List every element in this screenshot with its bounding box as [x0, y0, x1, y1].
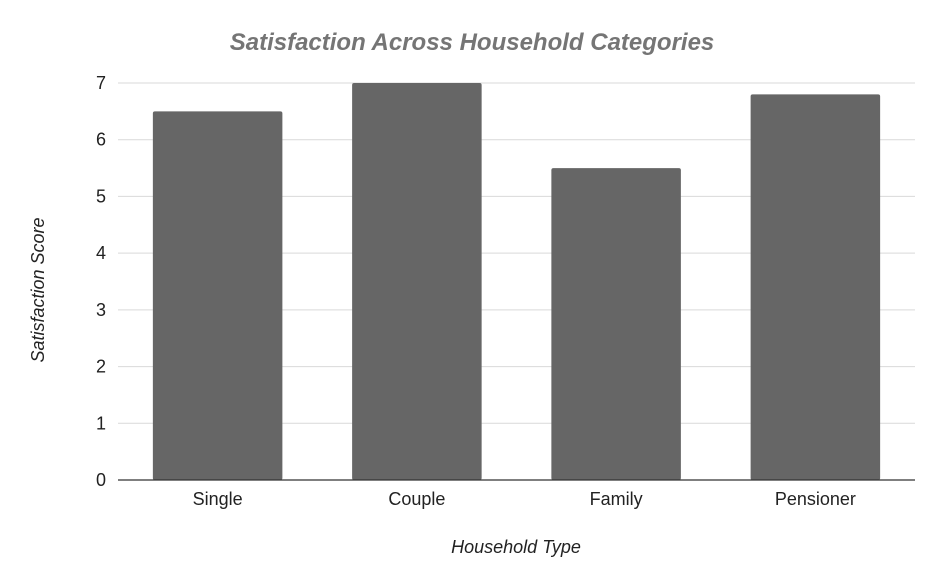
bar-pensioner — [750, 94, 881, 480]
y-tick-label: 6 — [96, 130, 106, 150]
bar-single — [152, 111, 283, 480]
x-tick-label: Family — [590, 489, 643, 509]
x-tick-label: Pensioner — [775, 489, 856, 509]
y-axis-title: Satisfaction Score — [28, 217, 48, 362]
y-tick-label: 3 — [96, 300, 106, 320]
x-axis-title: Household Type — [451, 537, 581, 557]
x-tick-label: Couple — [388, 489, 445, 509]
y-tick-label: 4 — [96, 243, 106, 263]
y-axis-ticks: 0 1 2 3 4 5 6 7 — [96, 73, 106, 490]
y-tick-label: 2 — [96, 357, 106, 377]
bars — [152, 83, 881, 481]
bar-family — [551, 168, 681, 481]
y-tick-label: 0 — [96, 470, 106, 490]
x-tick-label: Single — [193, 489, 243, 509]
x-axis-ticks: Single Couple Family Pensioner — [193, 489, 856, 509]
y-tick-label: 7 — [96, 73, 106, 93]
y-tick-label: 5 — [96, 186, 106, 206]
chart-title: Satisfaction Across Household Categories — [230, 29, 715, 56]
bar-couple — [352, 83, 482, 480]
y-tick-label: 1 — [96, 413, 106, 433]
